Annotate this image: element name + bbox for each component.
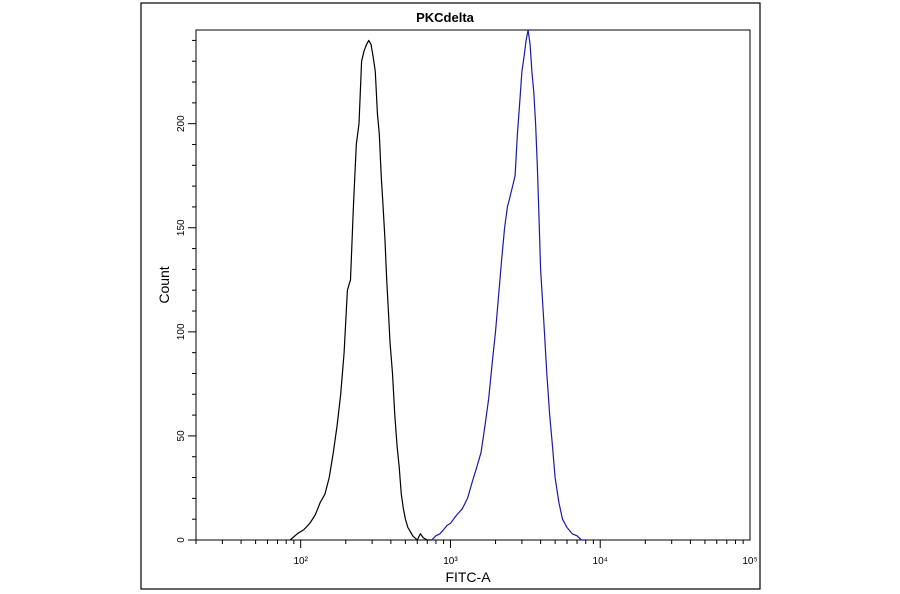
chart-title: PKCdelta	[416, 10, 475, 25]
series-layer	[289, 29, 586, 541]
plot-area	[195, 29, 751, 541]
histogram-series-2	[431, 29, 586, 541]
y-axis: 0 50 100 150 200	[176, 39, 196, 543]
y-tick-label: 50	[176, 430, 187, 442]
x-tick-label: 10³	[443, 556, 458, 567]
histogram-series-1	[289, 39, 432, 541]
y-tick-label: 200	[176, 115, 187, 132]
x-tick-label: 10²	[293, 556, 308, 567]
y-tick-label: 150	[176, 219, 187, 236]
y-tick-label: 0	[176, 537, 187, 543]
outer-frame	[140, 2, 761, 590]
x-axis: 10² 10³ 10⁴ 10⁵	[195, 540, 758, 567]
x-tick-label: 10⁵	[742, 556, 757, 567]
y-axis-label: Count	[156, 266, 172, 303]
y-tick-label: 100	[176, 323, 187, 340]
x-tick-label: 10⁴	[593, 556, 608, 567]
x-axis-label: FITC-A	[445, 569, 491, 585]
